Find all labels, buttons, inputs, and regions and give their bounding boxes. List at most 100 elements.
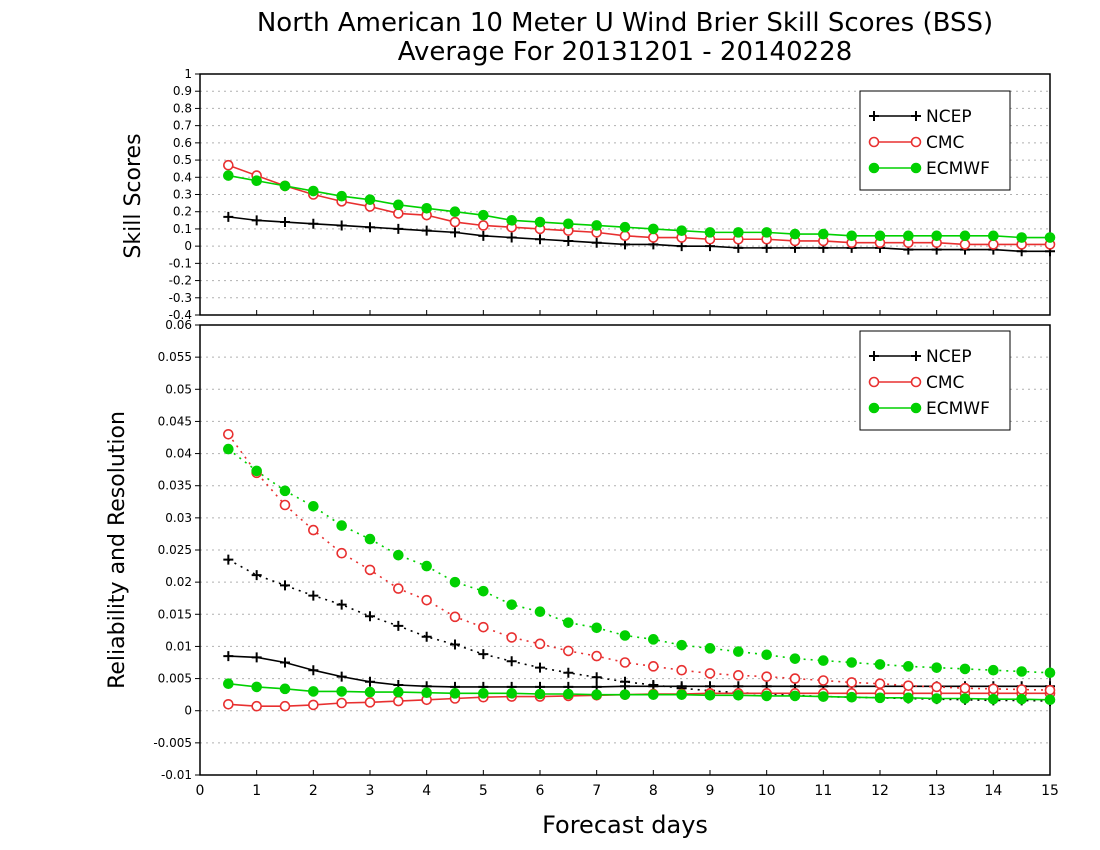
data-point-ecmwf [903,661,914,672]
data-point-ncep [478,230,489,241]
data-point-ecmwf [393,199,404,211]
data-point-ecmwf [789,653,801,664]
data-point-ecmwf [336,190,347,202]
y-tick-label: 1 [184,67,192,81]
data-point-cmc [393,583,404,594]
legend-marker-ncep [869,351,879,361]
data-point-ecmwf [506,688,517,699]
data-point-cmc [563,645,574,657]
y-tick-label: 0.2 [173,205,192,219]
y-tick-label: 0.05 [165,382,192,396]
data-point-ncep [336,599,347,610]
data-point-ncep [591,237,602,248]
data-point-ecmwf [1044,694,1056,706]
legend-marker-cmc [868,136,880,148]
data-point-ecmwf [874,659,886,670]
y-tick-label: 0.1 [173,222,192,236]
data-point-ncep [365,676,375,687]
y-tick-label: 0.03 [165,511,192,525]
data-point-cmc [648,232,659,243]
y-tick-label: 0.055 [158,350,192,364]
y-tick-label: 0.005 [158,672,192,686]
legend-box [859,90,1011,191]
data-point-ecmwf [874,230,886,242]
y-axis-label-bottom: Reliability and Resolution [105,411,130,689]
plot-frame [199,73,1051,316]
y-tick-label: 0.04 [165,447,192,461]
data-point-ecmwf [449,206,461,218]
x-tick-label: 4 [422,783,431,799]
data-point-ecmwf [506,599,517,610]
data-point-ecmwf [846,691,857,703]
data-point-ecmwf [959,230,971,242]
data-point-ecmwf [959,663,971,675]
data-point-cmc [931,681,942,693]
series-line-ecmwf-dotted [227,448,1051,674]
legend-marker-cmc [910,136,922,148]
data-point-ncep [308,665,319,676]
data-point-cmc [478,220,489,231]
data-point-ecmwf [676,689,687,700]
data-point-ecmwf [818,228,829,240]
data-point-ecmwf [251,465,262,477]
data-point-ecmwf [931,662,942,673]
x-tick-label: 14 [984,783,1002,799]
legend-label-ncep: NCEP [926,347,972,367]
series-line-ncep-dotted [227,558,1051,702]
data-point-ncep [393,223,404,234]
data-point-ecmwf [478,209,489,221]
y-tick-label: -0.2 [169,274,192,288]
data-point-cmc [733,670,744,681]
y-tick-label: 0.3 [173,188,192,202]
data-point-ecmwf [761,227,772,238]
data-point-ecmwf [846,230,857,242]
data-point-ncep [308,218,319,229]
data-point-ecmwf [279,683,291,695]
x-tick-label: 1 [252,783,261,799]
legend-marker-ncep [911,111,921,121]
data-point-cmc [959,239,971,250]
data-point-cmc [421,594,432,606]
data-point-ncep [223,211,234,222]
data-point-ecmwf [846,657,857,668]
data-point-ecmwf [251,681,262,693]
data-point-ecmwf [988,230,999,242]
y-tick-label: 0.01 [165,639,192,653]
data-point-ecmwf [251,175,262,187]
data-point-cmc [364,697,376,708]
data-point-ecmwf [308,185,319,197]
data-point-ecmwf [421,560,432,572]
data-point-cmc [988,239,999,250]
data-point-ncep [393,620,404,631]
data-point-cmc [1044,684,1056,696]
legend-marker-cmc [910,376,922,388]
data-point-ecmwf [789,690,801,702]
y-tick-label: 0.9 [173,84,192,98]
x-tick-label: 5 [479,783,488,799]
data-point-cmc [506,632,517,643]
data-point-ecmwf [364,686,376,698]
data-point-ecmwf [336,520,347,531]
data-point-cmc [761,671,772,682]
data-point-ecmwf [591,220,602,231]
data-point-ecmwf [563,617,574,628]
bottom-panel: -0.01 -0.005 0 0.005 0.01 0.015 0.02 0.025 0.03 0… [153,318,1059,799]
data-point-ecmwf [534,688,546,700]
data-point-ecmwf [1044,667,1056,679]
x-tick-label: 3 [366,783,375,799]
data-point-ecmwf [733,227,744,238]
data-point-ecmwf [534,216,546,228]
data-point-cmc [393,695,404,707]
data-point-ecmwf [1016,693,1027,705]
data-point-ecmwf [591,622,602,634]
y-tick-label: -0.3 [169,291,192,305]
data-point-ncep [280,580,290,591]
data-point-ecmwf [704,227,716,238]
data-point-ecmwf [223,170,234,181]
y-tick-label: 0.015 [158,607,192,621]
data-point-ecmwf [506,215,517,226]
data-point-ecmwf [761,690,772,702]
data-point-cmc [648,661,659,672]
data-point-ecmwf [648,689,659,700]
